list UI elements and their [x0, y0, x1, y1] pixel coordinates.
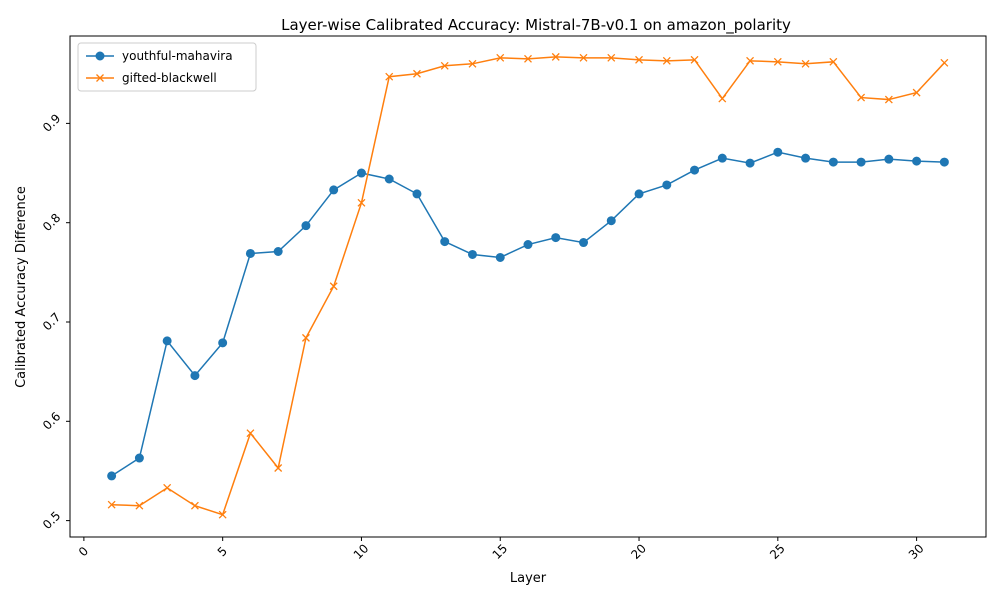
data-point: [413, 69, 421, 78]
data-point: [385, 72, 394, 81]
y-tick-label: 0.6: [40, 409, 63, 432]
data-point: [635, 55, 643, 64]
data-point: [163, 483, 172, 492]
data-point: [467, 249, 477, 259]
data-point: [662, 56, 671, 65]
data-point: [939, 157, 949, 167]
plot-area: [107, 52, 949, 519]
data-point: [857, 93, 866, 102]
series-youthful-mahavira: [107, 147, 949, 481]
data-point: [107, 500, 116, 509]
legend: youthful-mahavira gifted-blackwell: [77, 42, 257, 92]
axes-frame: [69, 35, 987, 538]
data-point: [634, 189, 644, 199]
data-point: [551, 52, 560, 61]
data-point: [218, 510, 227, 519]
data-point: [690, 55, 699, 64]
y-tick-label: 0.9: [40, 111, 63, 134]
legend-item: youthful-mahavira: [86, 49, 233, 63]
data-point: [246, 429, 255, 438]
data-point: [301, 333, 310, 342]
legend-item: gifted-blackwell: [86, 71, 217, 85]
data-point: [718, 94, 727, 103]
x-tick-label: 30: [906, 541, 927, 562]
data-point: [523, 240, 533, 250]
data-point: [218, 338, 228, 348]
data-point: [468, 59, 477, 68]
data-point: [357, 198, 366, 207]
data-point: [690, 165, 700, 175]
data-point: [162, 336, 172, 346]
data-point: [912, 156, 922, 166]
data-point: [412, 189, 422, 199]
x-tick-label: 0: [76, 544, 91, 559]
data-point: [828, 157, 838, 167]
x-tick-label: 10: [351, 541, 372, 562]
y-axis-label: Calibrated Accuracy Difference: [14, 186, 29, 388]
data-point: [384, 174, 394, 184]
series-gifted-blackwell: [107, 52, 949, 519]
data-point: [274, 464, 283, 472]
data-point: [606, 216, 616, 226]
chart-title: Layer-wise Calibrated Accuracy: Mistral-…: [281, 16, 791, 35]
data-point: [245, 248, 255, 258]
x-tick-label: 20: [628, 541, 649, 562]
data-point: [773, 57, 782, 66]
legend-label: gifted-blackwell: [122, 71, 217, 85]
data-point: [773, 147, 783, 157]
data-point: [273, 246, 283, 256]
data-point: [579, 53, 588, 62]
data-point: [329, 185, 339, 195]
y-tick-label: 0.7: [40, 310, 63, 333]
data-point: [134, 453, 144, 463]
data-point: [356, 168, 366, 178]
x-tick-label: 5: [215, 544, 230, 559]
x-tick-label: 25: [767, 541, 788, 562]
data-point: [801, 153, 811, 163]
data-point: [190, 371, 200, 381]
legend-box: [77, 42, 257, 92]
data-point: [607, 53, 616, 62]
data-point: [107, 471, 117, 481]
data-point: [329, 282, 338, 291]
x-axis: 0 5 10 15 20 25 30: [76, 537, 927, 562]
data-point: [745, 158, 755, 168]
x-tick-label: 15: [490, 541, 511, 562]
data-point: [884, 95, 893, 104]
data-point: [940, 58, 949, 67]
series-line: [111, 151, 945, 477]
data-point: [856, 157, 866, 167]
data-point: [912, 88, 921, 97]
data-point: [551, 233, 561, 243]
series-line: [111, 56, 945, 516]
data-point: [524, 54, 532, 63]
data-point: [135, 501, 144, 510]
y-tick-label: 0.5: [40, 509, 63, 532]
legend-label: youthful-mahavira: [122, 49, 233, 63]
data-point: [495, 252, 505, 262]
x-axis-label: Layer: [510, 571, 547, 586]
data-point: [95, 51, 105, 61]
y-axis: 0.5 0.6 0.7 0.8 0.9: [40, 111, 70, 532]
data-point: [829, 57, 838, 66]
data-point: [662, 180, 672, 190]
data-point: [746, 56, 755, 65]
data-point: [190, 501, 199, 510]
data-point: [96, 74, 104, 82]
data-point: [496, 53, 505, 62]
data-point: [440, 61, 449, 70]
data-point: [579, 238, 589, 248]
data-point: [440, 237, 450, 247]
data-point: [801, 59, 810, 68]
y-tick-label: 0.8: [40, 211, 63, 234]
data-point: [717, 153, 727, 163]
data-point: [884, 154, 894, 164]
data-point: [301, 221, 311, 231]
